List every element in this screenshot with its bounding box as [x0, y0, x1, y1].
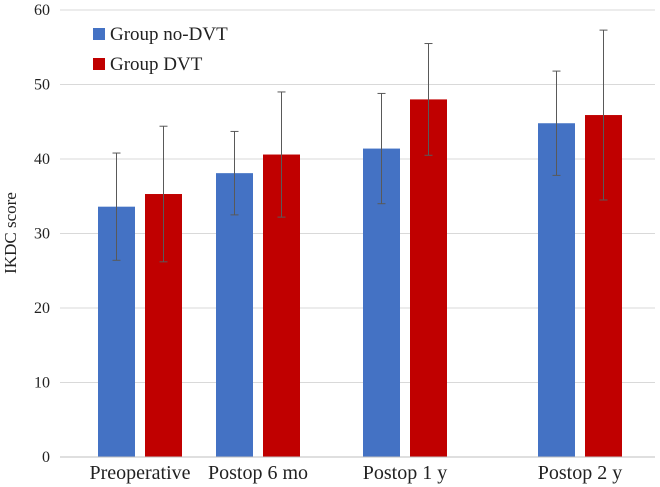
legend-label-0: Group no-DVT [110, 24, 228, 45]
legend-label-1: Group DVT [110, 54, 203, 75]
x-tick-label-0: Preoperative [89, 462, 190, 484]
legend-swatch-1 [93, 58, 105, 70]
x-tick-label-2: Postop 1 y [363, 462, 447, 484]
bar-no-dvt-1 [216, 173, 253, 457]
y-tick-label-10: 10 [34, 375, 50, 392]
legend-swatch-0 [93, 28, 105, 40]
y-tick-label-60: 60 [34, 2, 50, 19]
bars [98, 99, 622, 458]
y-tick-label-20: 20 [34, 300, 50, 317]
y-axis-title: IKDC score [1, 192, 20, 274]
x-tick-label-3: Postop 2 y [538, 462, 622, 484]
error-bars [112, 29, 608, 263]
y-tick-label-40: 40 [34, 151, 50, 168]
y-tick-label-30: 30 [34, 226, 50, 243]
bar-dvt-2 [410, 99, 447, 458]
axes: 0 10 20 30 40 50 60 Preoperative Postop 6 mo Post… [34, 2, 655, 484]
legend: Group no-DVT Group DVT [93, 24, 228, 75]
x-tick-label-1: Postop 6 mo [208, 462, 308, 484]
y-tick-label-50: 50 [34, 77, 50, 94]
bar-no-dvt-3 [538, 123, 575, 458]
y-tick-label-0: 0 [42, 449, 50, 466]
